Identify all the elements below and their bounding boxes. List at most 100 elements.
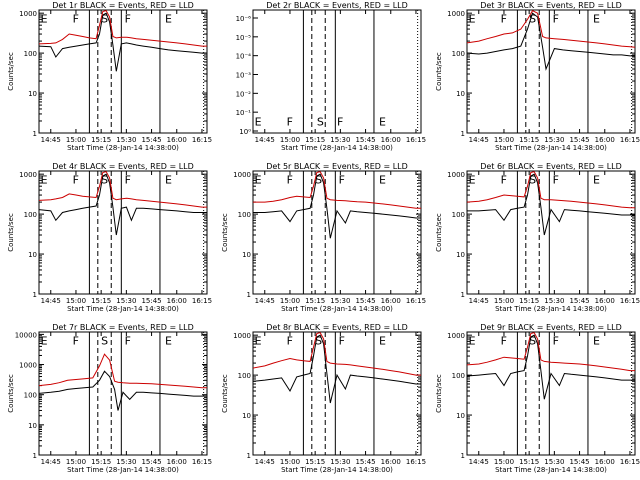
segment-marker-F: F [553, 173, 559, 186]
y-tick-label: 1 [461, 130, 465, 138]
series-line-lld [38, 353, 207, 389]
segment-marker-F: F [125, 12, 131, 25]
y-tick-label: 10 [456, 251, 465, 259]
segment-marker-F: F [501, 12, 507, 25]
y-tick-label: 100 [24, 211, 37, 219]
y-tick-label: 10 [456, 412, 465, 420]
x-tick-label: 16:00 [167, 136, 187, 144]
y-axis-label: Counts/sec [7, 374, 15, 413]
x-tick-label: 16:00 [381, 136, 401, 144]
x-tick-label: 15:00 [280, 136, 300, 144]
segment-marker-F: F [339, 334, 345, 347]
y-tick-label: 1 [247, 291, 251, 299]
segment-marker-S: S [529, 334, 536, 347]
series-line-lld [466, 171, 635, 209]
y-tick-label: 10⁻⁵ [236, 34, 252, 42]
y-tick-label: 10000 [15, 331, 37, 339]
x-tick-label: 15:30 [544, 458, 564, 466]
segment-marker-E: E [593, 334, 600, 347]
x-tick-label: 15:45 [569, 136, 589, 144]
chart-title: Det 1r BLACK = Events, RED = LLD [52, 1, 194, 10]
plot-frame [38, 170, 208, 295]
y-tick-label: 10 [242, 412, 251, 420]
x-tick-label: 15:30 [116, 297, 136, 305]
x-tick-label: 15:00 [494, 458, 514, 466]
segment-marker-F: F [501, 334, 507, 347]
x-axis-label: Start Time (28-Jan-14 14:38:00) [495, 466, 607, 474]
y-tick-label: 1000 [447, 332, 465, 340]
x-tick-label: 14:45 [469, 458, 489, 466]
chart-panel-3: Det 3r BLACK = Events, RED = LLD 14:45 15:… [435, 1, 640, 152]
plot-frame [466, 170, 636, 295]
x-tick-label: 16:00 [381, 458, 401, 466]
x-tick-label: 15:45 [355, 458, 375, 466]
segment-marker-F: F [125, 334, 131, 347]
x-tick-label: 16:15 [620, 458, 640, 466]
x-tick-label: 16:15 [406, 297, 426, 305]
y-tick-label: 100 [452, 211, 465, 219]
series-line-events [466, 334, 635, 400]
chart-panel-2: Det 2r BLACK = Events, RED = LLD 14:45 15:… [236, 1, 426, 152]
y-axis-label: Counts/sec [7, 213, 15, 252]
segment-marker-E: E [379, 116, 386, 129]
segment-marker-E: E [469, 334, 476, 347]
x-tick-label: 15:45 [569, 458, 589, 466]
y-axis-label: Counts/sec [221, 213, 229, 252]
segment-marker-F: F [287, 116, 293, 129]
y-tick-label: 1000 [19, 362, 37, 370]
y-tick-label: 100 [452, 372, 465, 380]
x-axis-label: Start Time (28-Jan-14 14:38:00) [67, 305, 179, 313]
plot-frame [38, 331, 208, 456]
y-tick-label: 1 [33, 452, 37, 460]
x-tick-label: 15:15 [519, 136, 539, 144]
segment-marker-S: S [529, 173, 536, 186]
x-tick-label: 14:45 [41, 136, 61, 144]
y-tick-label: 1 [33, 291, 37, 299]
series-line-events [467, 173, 635, 236]
x-tick-label: 15:00 [66, 458, 86, 466]
x-tick-label: 15:30 [116, 458, 136, 466]
series-line-lld [466, 10, 636, 48]
x-tick-label: 15:30 [544, 136, 564, 144]
segment-marker-F: F [339, 173, 345, 186]
y-tick-label: 1 [247, 452, 251, 460]
segment-marker-F: F [337, 116, 343, 129]
y-tick-label: 1000 [233, 171, 251, 179]
x-tick-label: 15:15 [519, 297, 539, 305]
y-tick-label: 1000 [233, 332, 251, 340]
plot-frame [252, 170, 422, 295]
segment-marker-E: E [165, 173, 172, 186]
segment-marker-E: E [379, 173, 386, 186]
x-tick-label: 15:15 [519, 458, 539, 466]
y-tick-label: 1000 [19, 171, 37, 179]
x-axis-label: Start Time (28-Jan-14 14:38:00) [495, 144, 607, 152]
segment-marker-F: F [501, 173, 507, 186]
x-tick-label: 15:00 [494, 136, 514, 144]
series-line-lld [38, 10, 207, 47]
series-line-lld [38, 171, 207, 208]
y-tick-label: 10⁻⁴ [236, 53, 252, 61]
y-tick-label: 1000 [447, 171, 465, 179]
segment-marker-E: E [255, 116, 262, 129]
x-tick-label: 15:30 [544, 297, 564, 305]
segment-marker-E: E [41, 173, 48, 186]
chart-panel-4: Det 4r BLACK = Events, RED = LLD 14:45 15:… [7, 162, 212, 313]
chart-panel-9: Det 9r BLACK = Events, RED = LLD 14:45 15:… [435, 323, 640, 474]
series-line-lld [466, 332, 635, 372]
x-tick-label: 16:00 [595, 458, 615, 466]
y-tick-label: 10 [28, 422, 37, 430]
chart-title: Det 5r BLACK = Events, RED = LLD [266, 162, 408, 171]
x-tick-label: 16:15 [406, 458, 426, 466]
x-tick-label: 15:00 [66, 297, 86, 305]
x-tick-label: 15:45 [355, 136, 375, 144]
chart-panel-5: Det 5r BLACK = Events, RED = LLD 14:45 15:… [221, 162, 426, 313]
x-tick-label: 16:00 [167, 458, 187, 466]
y-tick-label: 10⁻⁶ [236, 15, 252, 23]
x-axis-label: Start Time (28-Jan-14 14:38:00) [281, 144, 393, 152]
x-tick-label: 14:45 [255, 297, 275, 305]
x-tick-label: 15:15 [91, 136, 111, 144]
x-tick-label: 15:00 [494, 297, 514, 305]
chart-title: Det 7r BLACK = Events, RED = LLD [52, 323, 194, 332]
chart-title: Det 9r BLACK = Events, RED = LLD [480, 323, 622, 332]
